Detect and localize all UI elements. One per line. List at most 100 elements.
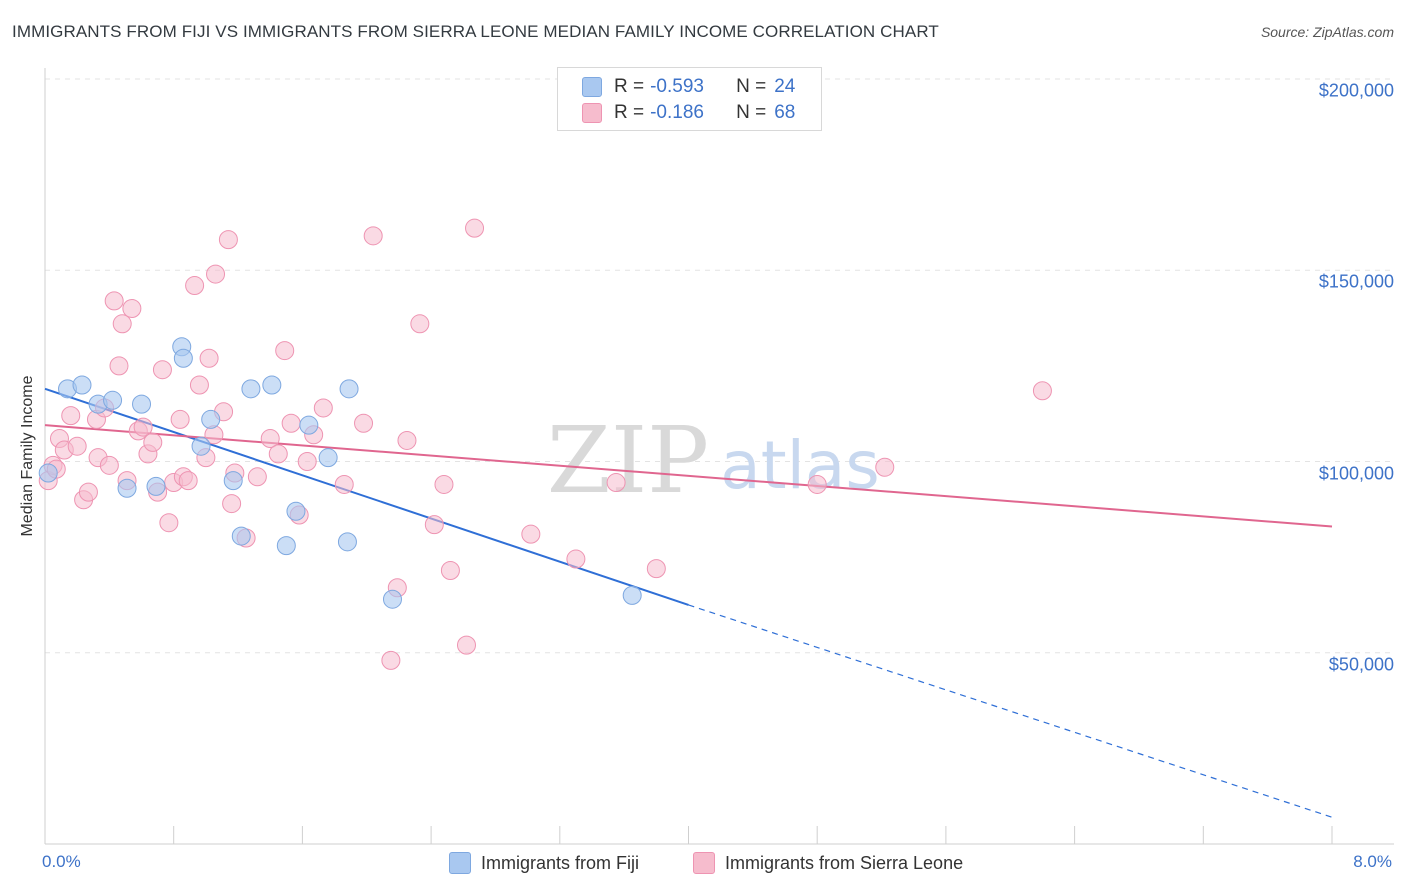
- watermark-atlas: atlas: [720, 427, 880, 504]
- watermark: ZIP atlas: [547, 407, 880, 514]
- fiji-legend-swatch: [449, 852, 471, 874]
- sierra-leone-point: [178, 471, 198, 491]
- chart-title: IMMIGRANTS FROM FIJI VS IMMIGRANTS FROM …: [12, 22, 939, 41]
- sierra-leone-point: [465, 218, 485, 238]
- gridlines: [45, 78, 1394, 654]
- bottom-legend-fiji: Immigrants from Fiji: [449, 852, 639, 874]
- sierra-leone-point: [159, 513, 179, 533]
- sierra-leone-point: [281, 413, 301, 433]
- sierra-leone-point: [521, 524, 541, 544]
- sierra-leone-point: [61, 406, 81, 426]
- fiji-point: [262, 375, 282, 395]
- r-label: R =: [614, 76, 645, 97]
- fiji-point: [132, 394, 152, 414]
- sierra-leone-point: [122, 299, 142, 318]
- sierra-leone-points: [38, 218, 1052, 670]
- sierra-leone-point: [434, 474, 454, 494]
- bottom-legend-sierra-leone: Immigrants from Sierra Leone: [693, 852, 963, 874]
- sierra-leone-point: [67, 436, 87, 456]
- sierra-leone-point: [297, 452, 317, 471]
- sierra-leone-point: [646, 559, 666, 579]
- sierra-leone-point: [456, 635, 476, 655]
- sierra-leone-point: [354, 413, 374, 433]
- y-tick-label-200000: $200,000: [1318, 80, 1394, 101]
- sierra-leone-swatch: [582, 103, 602, 123]
- watermark-zip: ZIP: [547, 407, 709, 514]
- fiji-point: [339, 379, 359, 399]
- fiji-trend-extension: [688, 604, 1333, 818]
- sierra-leone-point: [104, 291, 124, 311]
- sierra-leone-point: [133, 417, 153, 437]
- sierra-leone-point: [807, 474, 827, 494]
- sierra-leone-point: [170, 409, 190, 429]
- sierra-leone-point: [185, 276, 205, 296]
- sierra-leone-legend-swatch: [693, 852, 715, 874]
- sierra-leone-point: [334, 474, 354, 494]
- sierra-leone-point: [363, 226, 383, 246]
- fiji-point: [173, 348, 193, 368]
- fiji-point: [201, 409, 221, 429]
- n-label: N =: [736, 102, 767, 123]
- sierra-leone-point: [1032, 381, 1052, 401]
- sierra-leone-point: [440, 561, 460, 581]
- fiji-r-value: -0.593: [650, 76, 704, 97]
- sierra-leone-point: [410, 314, 430, 334]
- sierra-leone-point: [606, 473, 626, 493]
- sierra-leone-point: [222, 494, 242, 514]
- fiji-point: [299, 415, 319, 435]
- fiji-n-value: 24: [774, 76, 796, 97]
- sierra-leone-point: [381, 650, 401, 670]
- n-label: N =: [736, 76, 767, 97]
- fiji-point: [103, 390, 123, 410]
- fiji-point: [318, 448, 338, 468]
- sierra-leone-n-value: 68: [774, 102, 796, 123]
- fiji-legend-label: Immigrants from Fiji: [481, 852, 640, 873]
- sierra-leone-point: [424, 515, 444, 535]
- fiji-point: [276, 536, 296, 556]
- sierra-leone-point: [566, 549, 586, 569]
- y-tick-label-50000: $50,000: [1328, 654, 1394, 675]
- sierra-leone-point: [152, 360, 172, 380]
- sierra-leone-point: [199, 348, 219, 368]
- fiji-point: [286, 501, 306, 521]
- sierra-leone-point: [109, 356, 129, 376]
- sierra-leone-point: [206, 264, 226, 284]
- fiji-point: [72, 375, 92, 395]
- fiji-point: [241, 379, 261, 399]
- sierra-leone-trend-line: [44, 424, 1333, 528]
- fiji-point: [337, 532, 357, 552]
- fiji-point: [191, 436, 211, 456]
- fiji-points: [38, 337, 642, 609]
- sierra-leone-legend-label: Immigrants from Sierra Leone: [725, 852, 964, 873]
- fiji-point: [223, 471, 243, 491]
- fiji-point: [146, 476, 166, 496]
- fiji-point: [38, 463, 58, 483]
- source-label: Source: ZipAtlas.com: [1260, 24, 1394, 40]
- sierra-leone-point: [875, 457, 895, 477]
- r-label: R =: [614, 102, 645, 123]
- x-tick-label-min: 0.0%: [42, 852, 81, 871]
- sierra-leone-point: [397, 430, 417, 450]
- axes: [44, 68, 1394, 845]
- sierra-leone-point: [143, 432, 163, 452]
- sierra-leone-point: [247, 467, 267, 487]
- fiji-point: [231, 526, 251, 546]
- sierra-leone-point: [260, 429, 280, 449]
- sierra-leone-point: [112, 314, 132, 334]
- sierra-leone-r-value: -0.186: [650, 102, 704, 123]
- fiji-point: [117, 478, 137, 498]
- fiji-point: [622, 585, 642, 605]
- sierra-leone-point: [313, 398, 333, 418]
- sierra-leone-point: [275, 341, 295, 361]
- y-tick-label-150000: $150,000: [1318, 271, 1394, 292]
- fiji-point: [382, 589, 402, 609]
- sierra-leone-point: [189, 375, 209, 395]
- x-tick-label-max: 8.0%: [1353, 852, 1392, 871]
- fiji-swatch: [582, 77, 602, 97]
- legend-row-fiji: R = -0.593 N = 24: [582, 76, 795, 98]
- sierra-leone-point: [99, 455, 119, 475]
- sierra-leone-point: [268, 444, 288, 464]
- correlation-legend: R = -0.593 N = 24 R = -0.186 N = 68: [557, 67, 822, 131]
- sierra-leone-point: [78, 482, 98, 502]
